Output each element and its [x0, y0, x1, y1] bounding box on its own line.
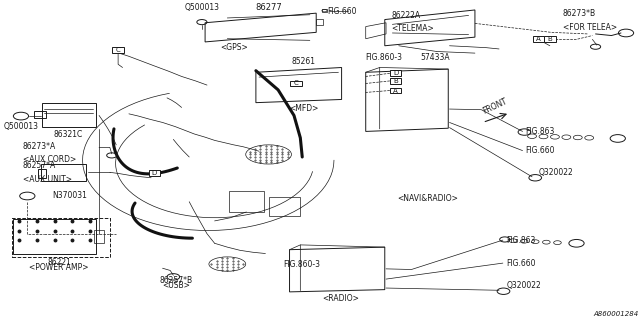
Bar	[42, 103, 95, 127]
Text: 86222A: 86222A	[391, 11, 420, 20]
Text: 86321C: 86321C	[54, 130, 83, 139]
Bar	[532, 36, 544, 42]
Bar	[390, 70, 401, 76]
Text: <AUX CORD>: <AUX CORD>	[23, 156, 76, 164]
Text: 86257*B: 86257*B	[160, 276, 193, 285]
Text: 86273*B: 86273*B	[563, 9, 596, 18]
Bar	[290, 81, 301, 86]
Bar	[148, 170, 160, 176]
Text: 86277: 86277	[255, 3, 282, 12]
Text: 57433A: 57433A	[420, 53, 451, 62]
Text: <GPS>: <GPS>	[220, 43, 248, 52]
Text: <NAVI&RADIO>: <NAVI&RADIO>	[397, 194, 458, 203]
Text: Q500013: Q500013	[184, 3, 220, 12]
Text: B: B	[393, 78, 398, 84]
Text: N370031: N370031	[52, 191, 88, 201]
Text: Q320022: Q320022	[507, 281, 541, 290]
Bar	[12, 218, 110, 257]
Text: Q320022: Q320022	[538, 168, 573, 177]
Bar	[390, 78, 401, 84]
Text: FIG.863: FIG.863	[525, 127, 555, 136]
Text: A: A	[536, 36, 541, 42]
Text: A: A	[393, 87, 398, 93]
Bar	[390, 88, 401, 93]
Text: <FOR TELEA>: <FOR TELEA>	[563, 23, 617, 32]
Text: FIG.860-3: FIG.860-3	[365, 53, 403, 62]
Text: <USB>: <USB>	[163, 281, 191, 290]
Bar	[322, 9, 327, 12]
Text: FIG.860-3: FIG.860-3	[283, 260, 320, 268]
Text: FIG.660: FIG.660	[507, 259, 536, 268]
Text: 86221: 86221	[47, 258, 71, 267]
Text: C: C	[116, 47, 120, 53]
Text: 86273*A: 86273*A	[23, 141, 56, 151]
Text: 85261: 85261	[291, 57, 316, 66]
Bar	[94, 230, 104, 243]
Bar	[544, 36, 556, 42]
Bar	[13, 219, 96, 254]
Text: <MFD>: <MFD>	[289, 104, 318, 113]
Text: <TELEMA>: <TELEMA>	[391, 24, 434, 33]
Bar	[113, 47, 124, 53]
Text: FIG.660: FIG.660	[525, 146, 556, 155]
Text: <RADIO>: <RADIO>	[322, 294, 359, 303]
Bar	[269, 197, 300, 216]
Text: FRONT: FRONT	[481, 96, 509, 116]
Text: C: C	[294, 80, 298, 86]
Text: Q500013: Q500013	[3, 122, 38, 131]
Text: FIG.863: FIG.863	[507, 236, 536, 244]
Text: <AUX UNIT>: <AUX UNIT>	[23, 175, 72, 184]
Text: B: B	[547, 36, 552, 42]
Bar	[38, 169, 45, 179]
Text: FIG.660: FIG.660	[328, 7, 357, 16]
Bar	[229, 191, 264, 212]
Bar	[41, 164, 86, 181]
Text: D: D	[152, 170, 157, 176]
Bar	[316, 19, 323, 25]
Bar	[35, 111, 45, 118]
Text: <POWER AMP>: <POWER AMP>	[29, 263, 89, 272]
Text: A860001284: A860001284	[593, 311, 639, 317]
Text: D: D	[393, 70, 398, 76]
Text: 86257*A: 86257*A	[23, 161, 56, 170]
